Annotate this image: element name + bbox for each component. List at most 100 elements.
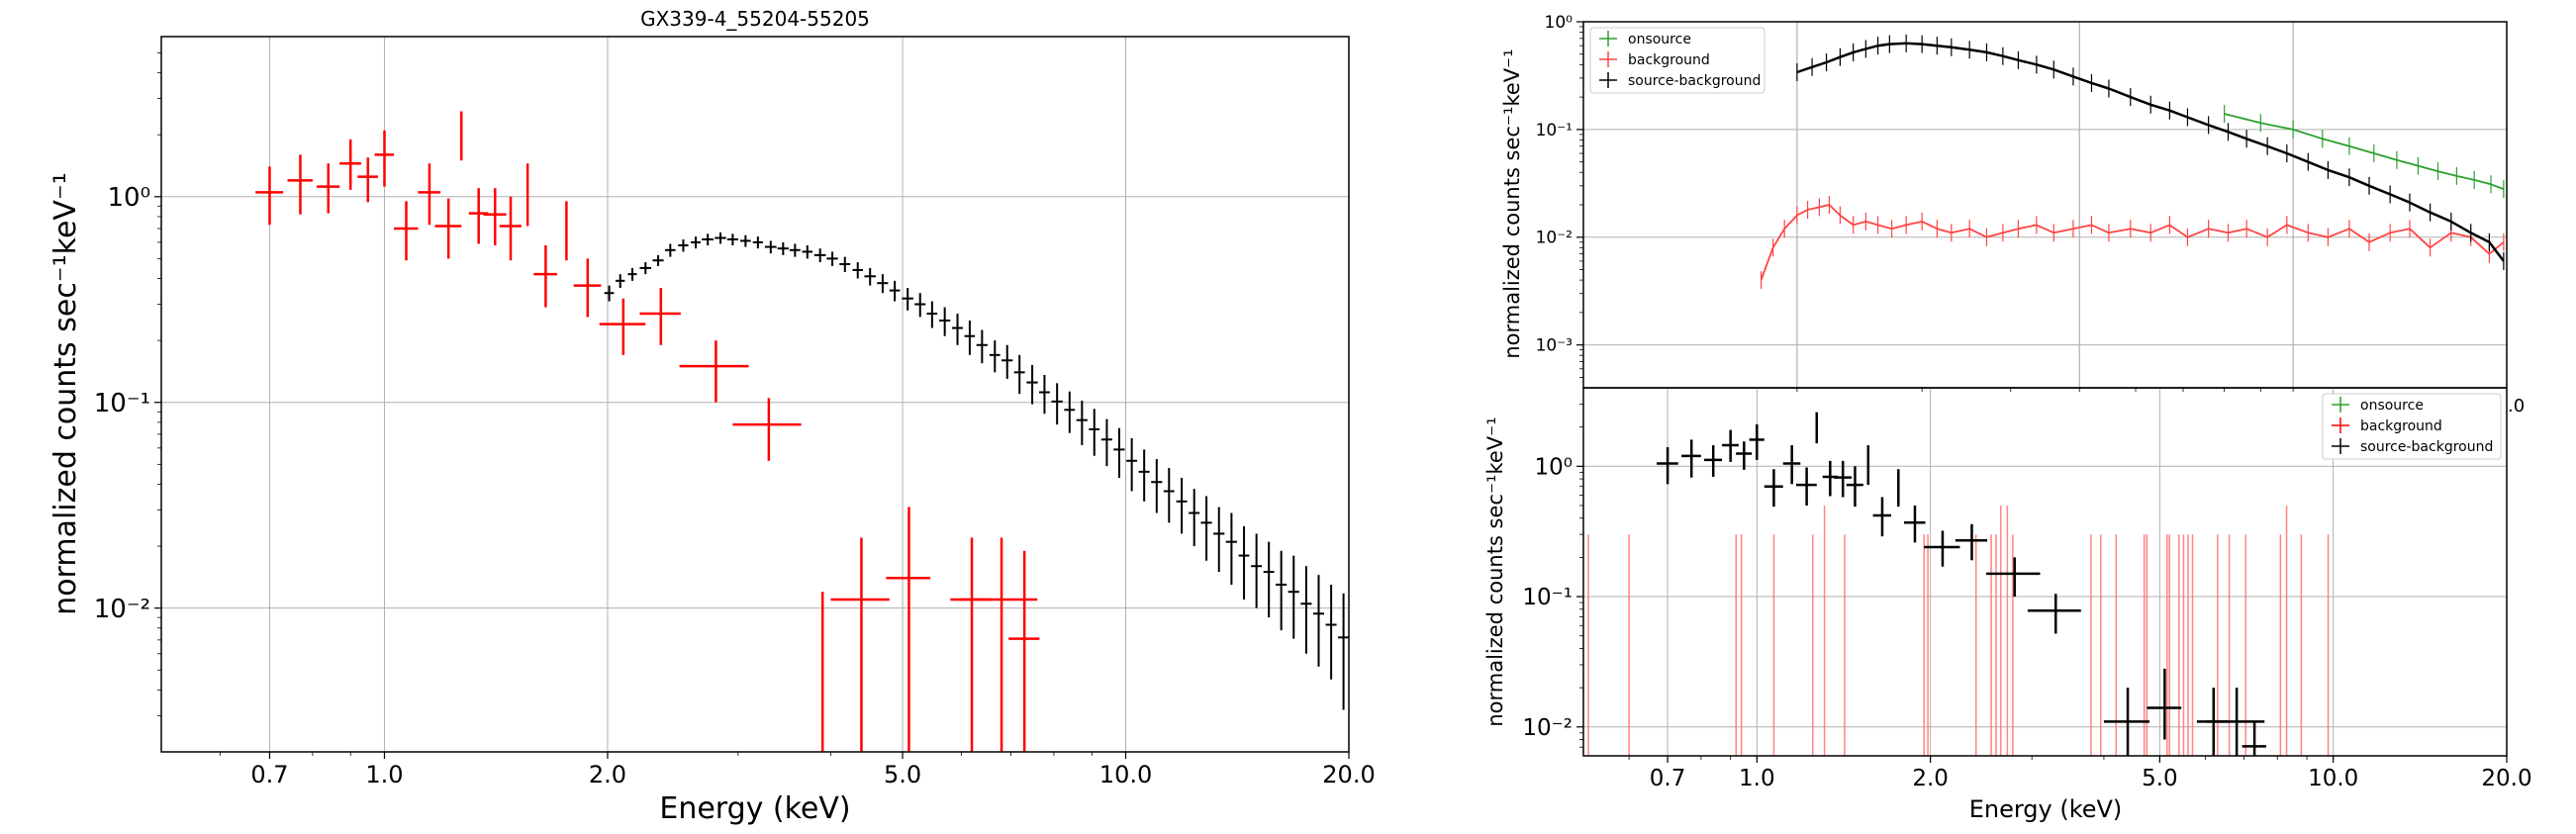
x-tick-label: 10.0	[1099, 761, 1152, 788]
source-point	[802, 244, 813, 259]
source-background-point	[1846, 466, 1863, 508]
source-point	[740, 234, 751, 247]
source-point	[1151, 459, 1163, 513]
main-axis-ticks: 0.7 1.0 2.0 5.0 10.0 20.0 10⁻² 10⁻¹ 10⁰	[94, 52, 1376, 788]
y-tick-label: 10⁰	[1535, 454, 1574, 480]
background-point	[732, 398, 802, 461]
source-point	[1176, 477, 1188, 534]
legend-label: source-background	[1628, 73, 1761, 89]
source-background-point	[2147, 668, 2182, 740]
legend-box	[2322, 393, 2502, 460]
background-point	[639, 288, 681, 345]
background-point	[1008, 550, 1040, 752]
source-background-point	[1796, 467, 1817, 506]
source-point	[1013, 354, 1025, 395]
source-point	[777, 241, 789, 255]
background-point	[418, 163, 441, 226]
x-tick-label: 2.0	[589, 761, 626, 788]
source-point	[691, 236, 701, 249]
background-point	[499, 196, 522, 261]
source-background-point	[1834, 460, 1853, 498]
main-spectrum-panel: 0.7 1.0 2.0 5.0 10.0 20.0 10⁻² 10⁻¹ 10⁰ GX339-4_…	[48, 7, 1376, 826]
source-point	[1113, 427, 1125, 478]
source-point	[926, 301, 938, 328]
y-tick-label: 10⁻²	[1536, 229, 1573, 248]
residual-plot-frame	[1582, 387, 2508, 757]
source-background-point	[2242, 721, 2266, 756]
components-axis-ticks: 10⁻³ 10⁻² 10⁻¹ 10⁰	[1536, 13, 2294, 392]
source-point	[1163, 468, 1175, 523]
residual-x-axis-label: Energy (keV)	[1969, 795, 2123, 823]
x-tick-label: 20.0	[1322, 761, 1375, 788]
source-point	[826, 251, 838, 266]
source-point	[938, 307, 951, 336]
source-point	[1275, 550, 1288, 631]
source-background-point	[1681, 439, 1701, 478]
y-tick-label: 10⁻³	[1536, 336, 1573, 356]
x-tick-label: 1.0	[1739, 766, 1775, 791]
source-point	[1200, 496, 1212, 561]
residual-axis-ticks: 0.7 1.0 2.0 5.0 10.0 20.0 10⁻² 10⁻¹ 10⁰	[1522, 404, 2532, 791]
y-tick-label: 10⁻²	[1522, 715, 1573, 741]
source-point	[1051, 383, 1063, 425]
source-point	[889, 280, 901, 302]
source-point	[715, 232, 726, 244]
background-point	[679, 340, 749, 403]
source-point	[1026, 364, 1038, 405]
legend-box	[1589, 27, 1765, 94]
source-point	[1225, 512, 1237, 585]
source-point	[1126, 437, 1138, 492]
source-point	[1288, 555, 1299, 639]
background-point	[483, 188, 507, 245]
source-background-point	[1903, 505, 1926, 543]
background-point	[339, 139, 361, 190]
source-background-point	[2103, 688, 2150, 756]
source-point	[1338, 593, 1349, 710]
x-tick-label: 5.0	[2142, 766, 2178, 791]
source-point	[604, 285, 615, 302]
source-point	[1325, 584, 1337, 680]
residual-spectrum-panel: 0.7 1.0 2.0 5.0 10.0 20.0 10⁻² 10⁻¹ 10⁰ Energy (…	[1483, 387, 2532, 823]
source-background-point	[1955, 523, 1988, 561]
source-point	[789, 243, 801, 257]
components-legend: onsource background source-background	[1589, 27, 1765, 94]
source-point	[1251, 533, 1263, 608]
source-point	[1002, 344, 1013, 380]
source-point	[1100, 418, 1112, 467]
source-point	[652, 254, 664, 266]
source-point	[1138, 449, 1150, 502]
background-point	[886, 507, 931, 752]
source-point	[764, 240, 777, 254]
legend-label: background	[1628, 52, 1710, 68]
source-point	[1238, 525, 1250, 601]
background-point	[316, 163, 340, 214]
source-background-point	[1782, 445, 1801, 485]
source-point	[964, 320, 976, 355]
source-point	[976, 329, 988, 364]
residual-grid	[1583, 388, 2507, 756]
source-point	[914, 293, 926, 318]
x-tick-label: 5.0	[884, 761, 921, 788]
source-point	[726, 233, 738, 245]
source-point	[813, 248, 826, 263]
residual-data-marks	[1587, 412, 2330, 756]
legend-label: source-background	[2360, 439, 2493, 455]
y-tick-label: 10⁻¹	[1522, 585, 1573, 610]
source-point	[1213, 507, 1225, 573]
components-x-tick-fragment: .0	[2508, 396, 2525, 417]
source-background-point	[1749, 423, 1765, 460]
source-background-point	[1704, 445, 1723, 477]
legend-label: onsource	[1628, 32, 1691, 47]
components-data-marks	[1760, 22, 2505, 388]
source-point	[664, 243, 676, 257]
source-background-point	[1657, 447, 1678, 485]
source-point	[1076, 400, 1088, 445]
source-background-point	[1924, 530, 1960, 567]
x-tick-label: 10.0	[2308, 766, 2358, 791]
background-point	[434, 198, 462, 259]
x-tick-label: 0.7	[1650, 766, 1686, 791]
x-tick-label: 20.0	[2481, 766, 2531, 791]
source-point	[639, 262, 652, 275]
